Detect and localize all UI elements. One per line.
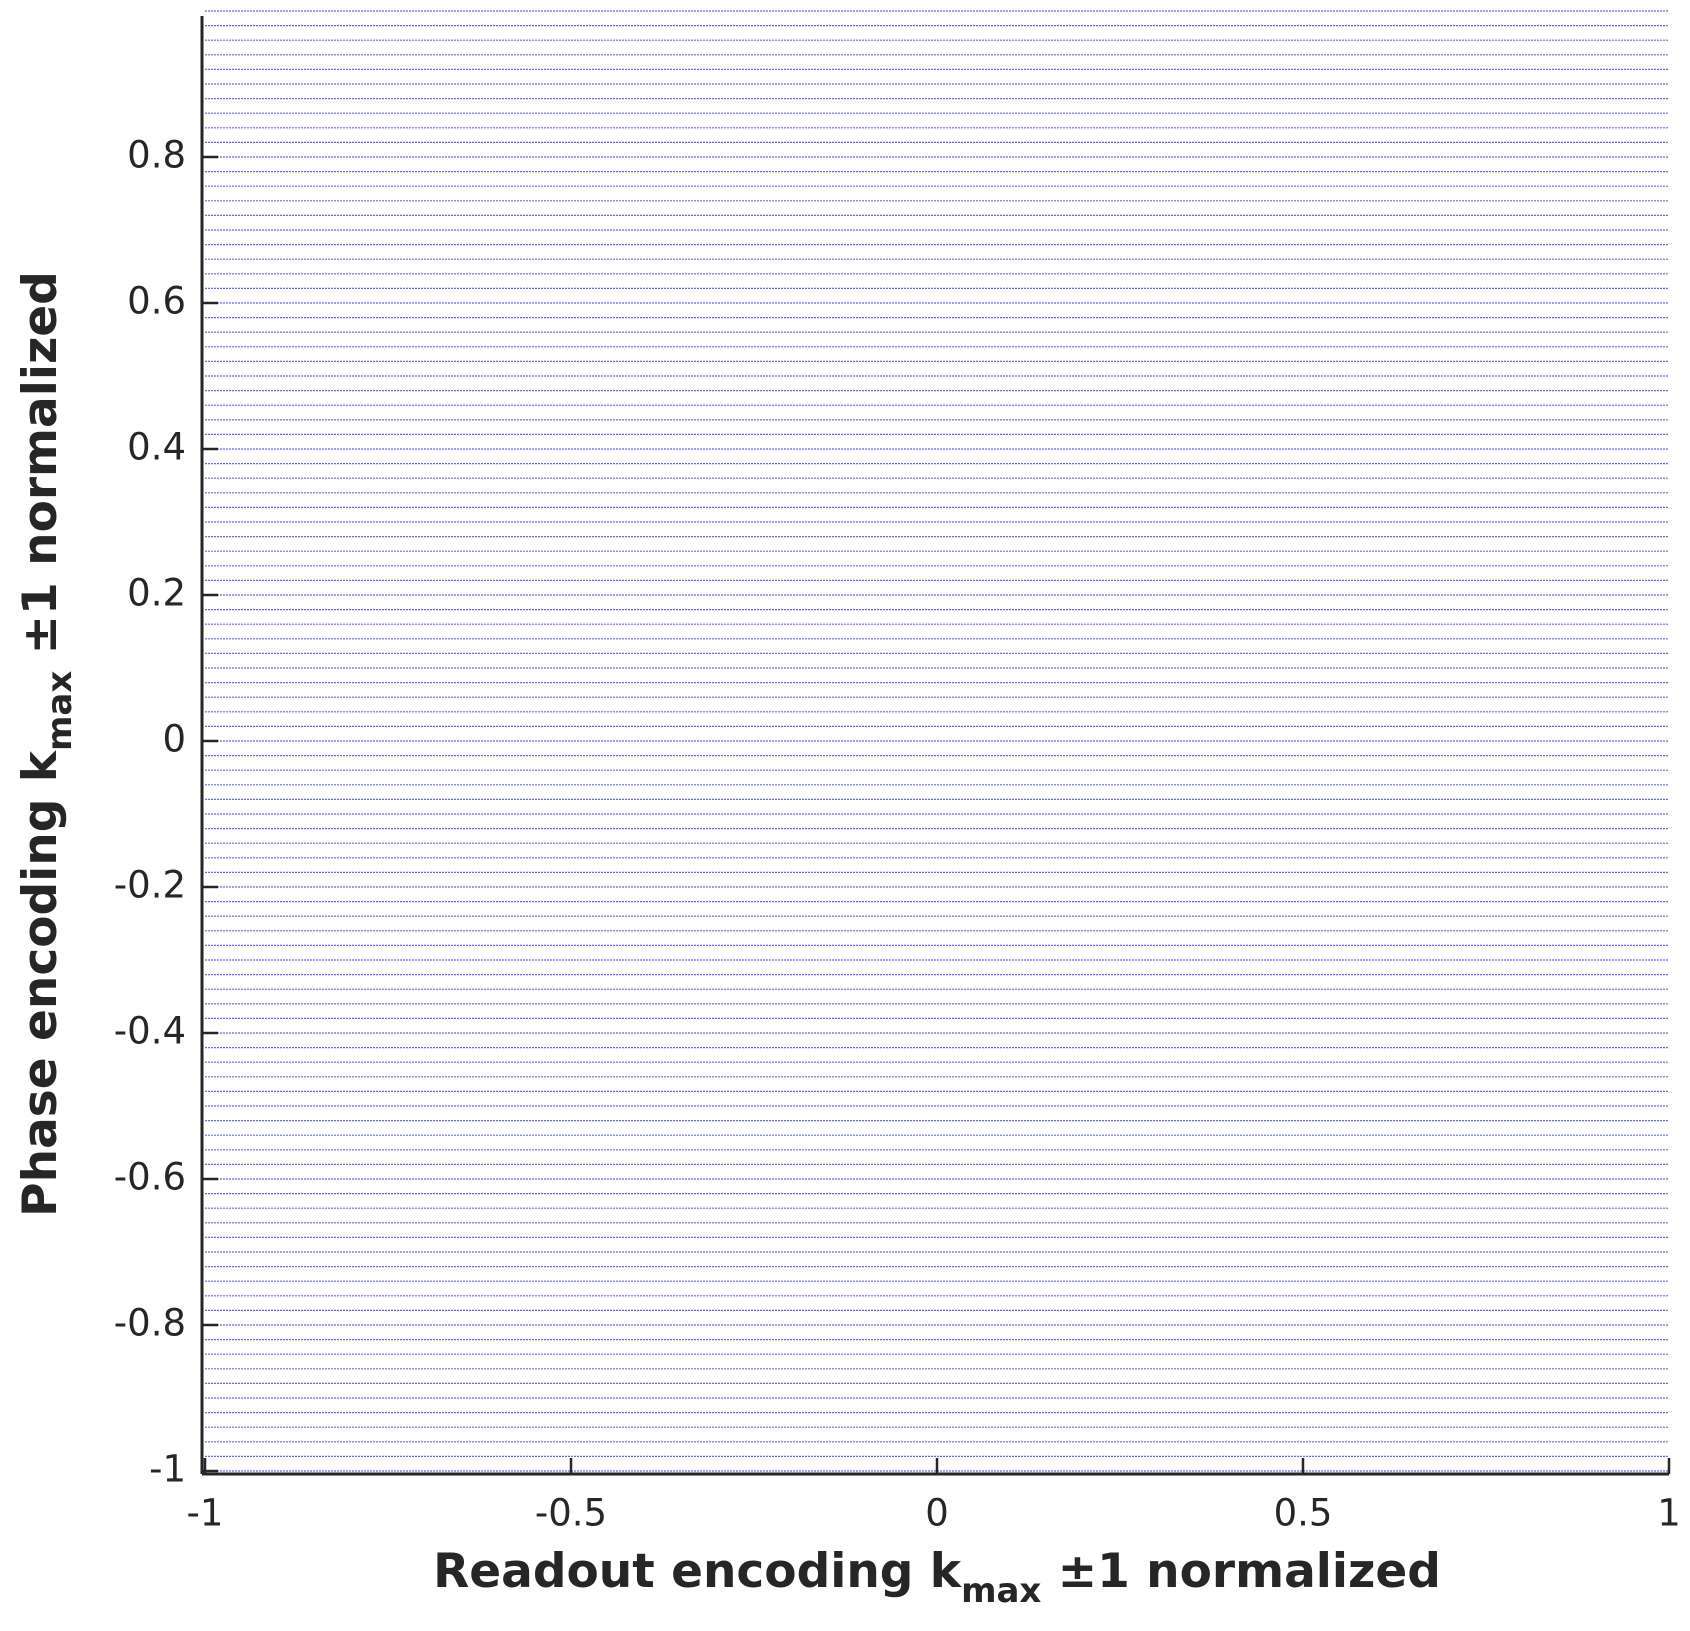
x-label-rest: ±1 normalized [1041,1544,1441,1599]
x-label-main: Readout encoding k [433,1544,963,1599]
y-tick-label: 0.6 [127,280,186,323]
y-tick-label: -0.2 [114,864,186,907]
x-label-sub: max [961,1571,1041,1611]
y-label-main: Phase encoding k [13,749,68,1217]
x-tick-label: 0 [925,1492,949,1535]
y-tick-label: 0.2 [127,572,186,615]
y-label-rest: ±1 normalized [13,271,68,671]
y-tick-label: -0.8 [114,1302,186,1345]
x-tick-label: -0.5 [535,1492,607,1535]
y-tick-label: 0 [162,718,186,761]
x-tick-label: -1 [187,1492,224,1535]
y-tick-label: 0.8 [127,134,186,177]
y-tick-label: 0.4 [127,426,186,469]
y-tick-label: -0.4 [114,1010,186,1053]
y-axis-label: Phase encoding kmax ±1 normalized [13,271,80,1217]
y-tick-label: -0.6 [114,1156,186,1199]
y-tick-label: -1 [149,1448,186,1491]
x-tick-label: 1 [1657,1492,1681,1535]
y-label-sub: max [40,671,80,751]
x-axis-label: Readout encoding kmax ±1 normalized [433,1544,1441,1611]
x-tick-label: 0.5 [1274,1492,1333,1535]
